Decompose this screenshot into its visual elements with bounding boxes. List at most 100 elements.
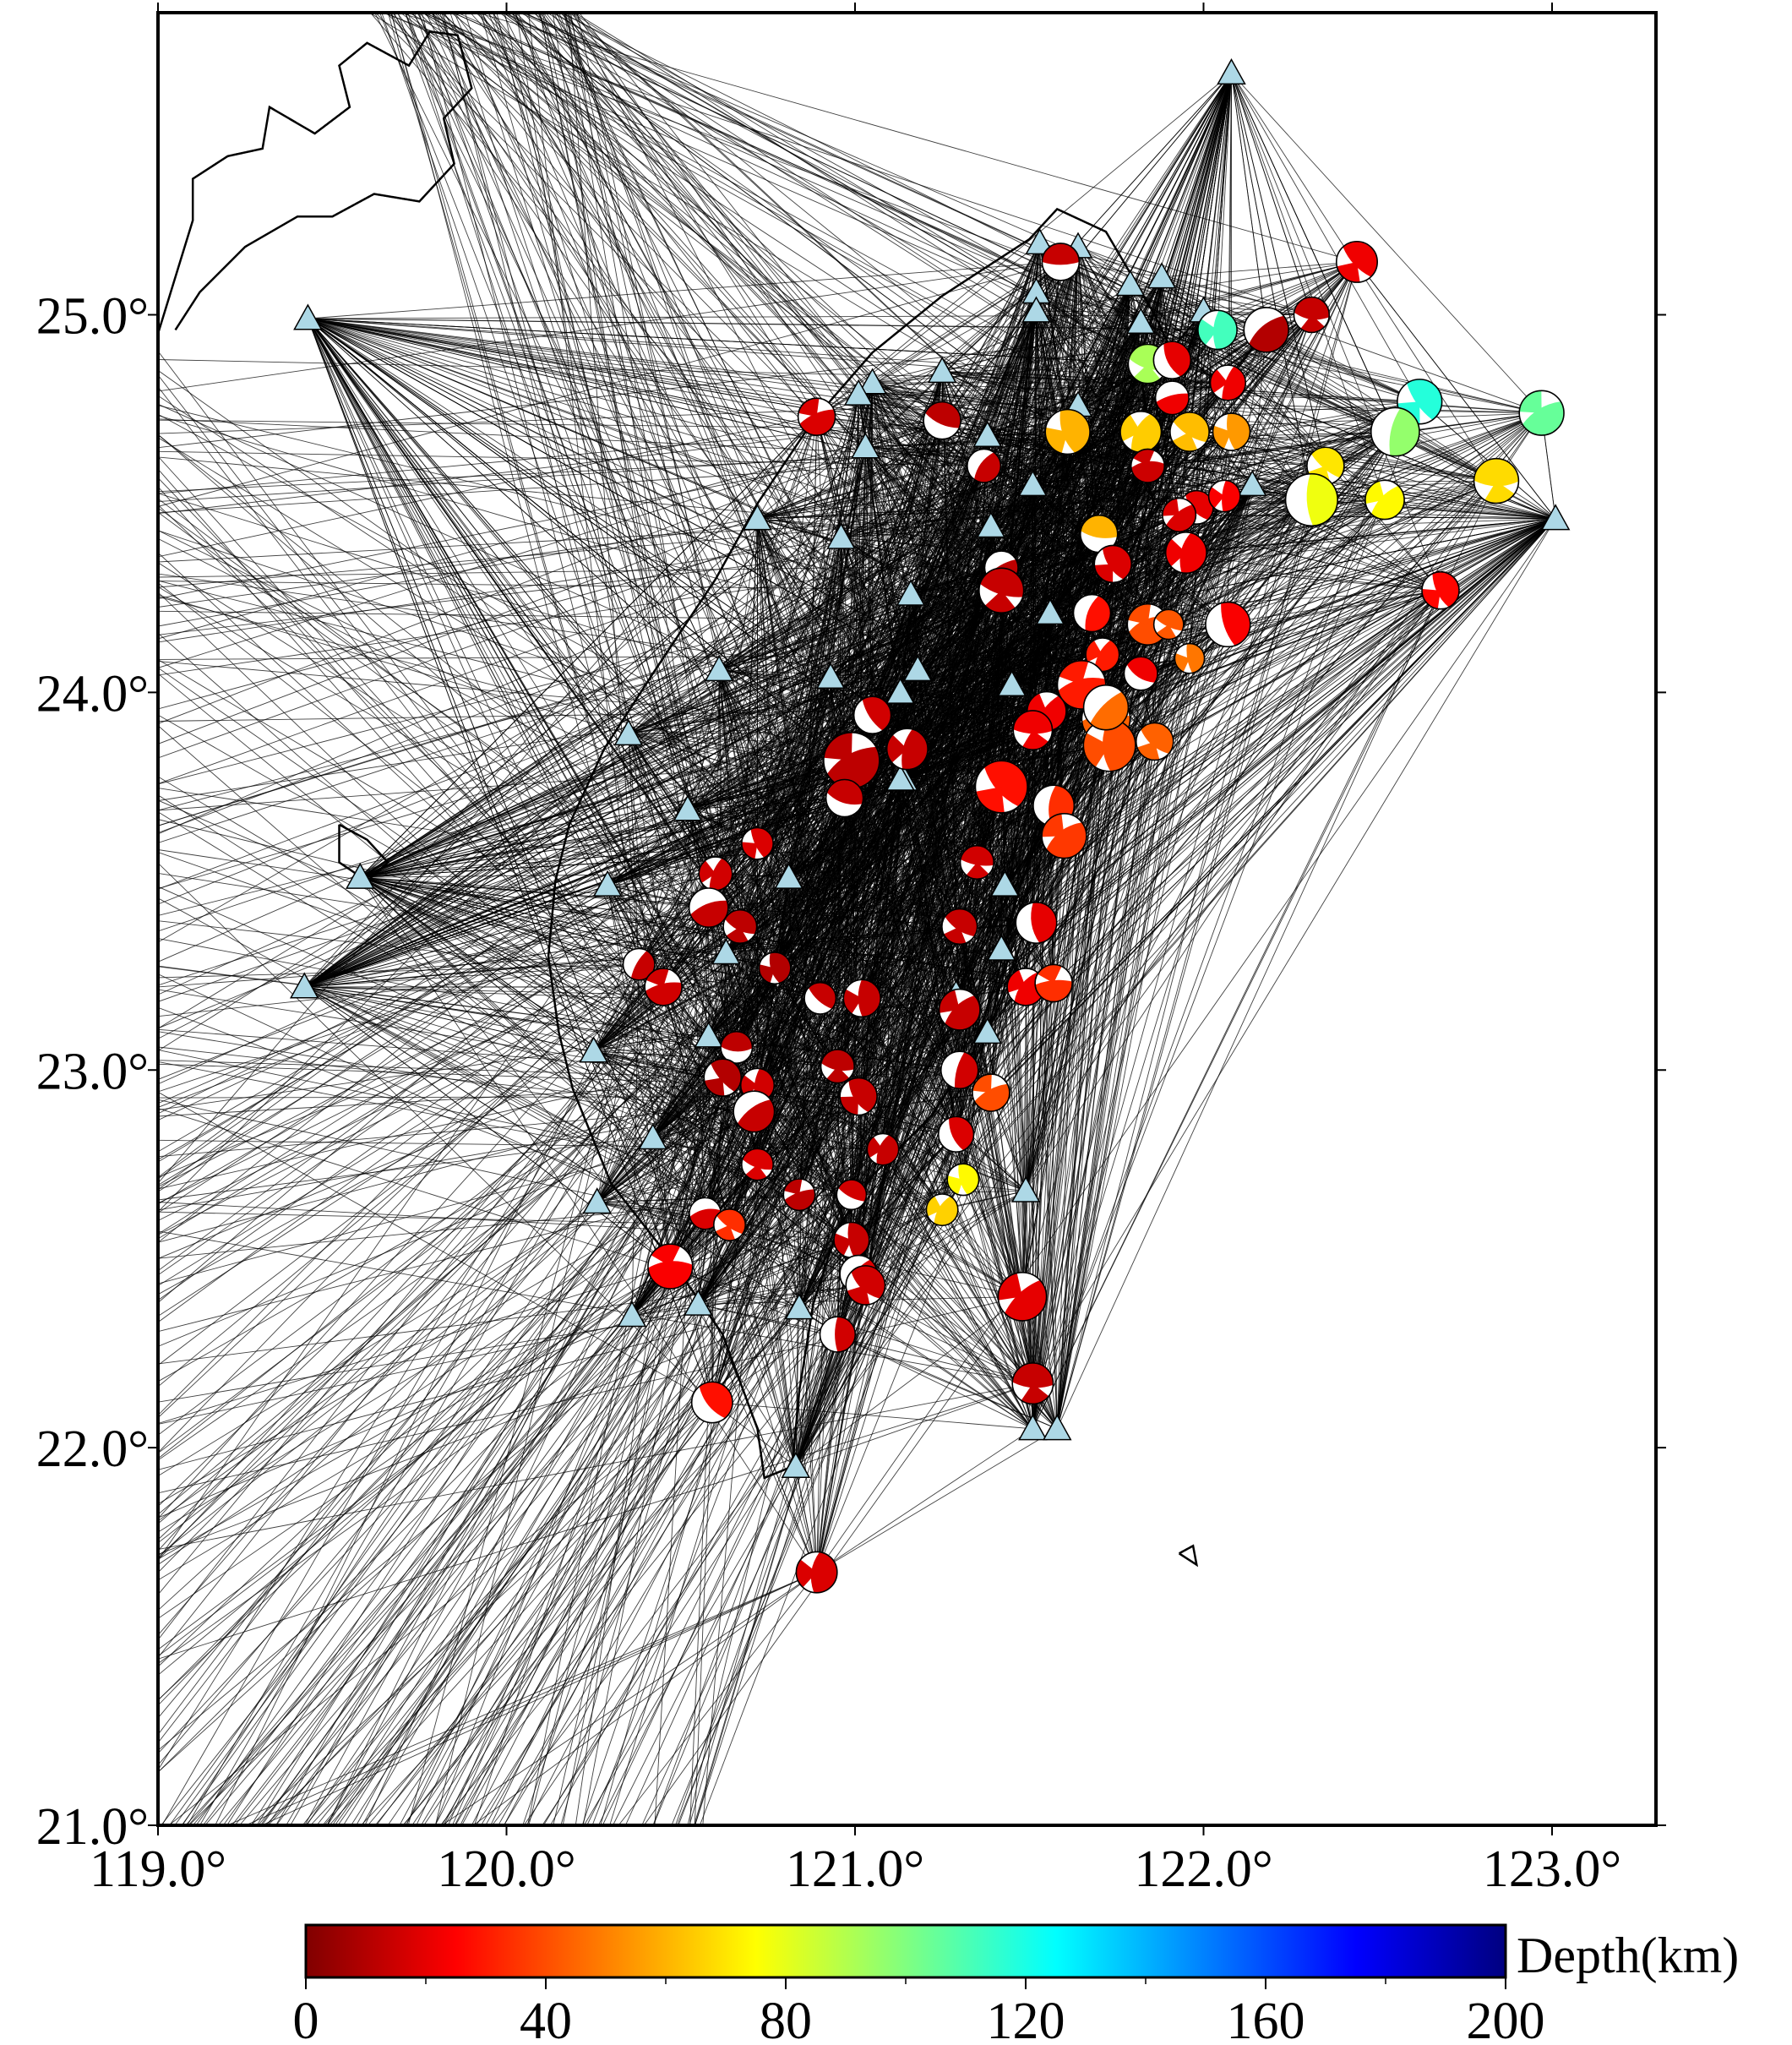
focal-mechanism bbox=[937, 1115, 975, 1153]
focal-mechanism bbox=[938, 988, 981, 1031]
station-triangle bbox=[885, 677, 915, 704]
depth-colorbar: Depth(km) 0 40 80 120 160 200 bbox=[293, 1923, 1739, 2045]
focal-mechanism bbox=[1473, 457, 1520, 504]
focal-mechanism bbox=[1082, 718, 1136, 772]
focal-mechanism bbox=[1072, 593, 1112, 633]
x-tick-label: 123.0° bbox=[1483, 1840, 1621, 1898]
focal-mechanism bbox=[1041, 243, 1081, 281]
focal-mechanism bbox=[941, 908, 978, 946]
focal-mechanism bbox=[1154, 380, 1190, 416]
colorbar-title: Depth(km) bbox=[1517, 1928, 1739, 1983]
coastline-segment bbox=[1178, 1544, 1199, 1568]
station-triangle bbox=[851, 432, 880, 459]
focal-mechanism bbox=[1212, 412, 1251, 451]
focal-mechanism bbox=[797, 397, 836, 436]
station-triangle bbox=[1021, 296, 1051, 323]
focal-mechanism bbox=[885, 728, 929, 771]
axis-ticks: 119.0° 120.0° 121.0° 122.0° 123.0° 21.0° 22.0°… bbox=[36, 3, 1666, 1898]
focal-mechanism bbox=[690, 1381, 733, 1424]
y-tick-label: 25.0° bbox=[36, 288, 149, 346]
focal-mechanism bbox=[997, 1271, 1048, 1322]
focal-mechanism bbox=[1518, 390, 1565, 436]
station-triangle bbox=[997, 669, 1027, 696]
station-triangle bbox=[592, 870, 623, 897]
focal-mechanism bbox=[644, 968, 683, 1006]
station-triangle bbox=[774, 862, 803, 889]
station-triangle bbox=[613, 718, 644, 746]
colorbar-tick-label: 160 bbox=[1227, 1993, 1305, 2045]
focal-mechanism bbox=[842, 979, 882, 1018]
focal-mechanism bbox=[1162, 497, 1197, 532]
focal-mechanism bbox=[1370, 406, 1420, 457]
focal-mechanism bbox=[825, 778, 864, 818]
focal-mechanism bbox=[1011, 1362, 1054, 1405]
station-triangle bbox=[990, 870, 1020, 897]
station-triangle bbox=[638, 1123, 668, 1150]
focal-mechanism bbox=[698, 856, 733, 892]
focal-mechanism bbox=[1174, 642, 1206, 674]
focal-mechanism bbox=[740, 826, 774, 860]
focal-mechanism bbox=[1284, 472, 1338, 527]
map-frame bbox=[156, 11, 1658, 1827]
colorbar-tick-label: 200 bbox=[1467, 1993, 1545, 2045]
station-triangle bbox=[885, 764, 915, 791]
x-tick-label: 122.0° bbox=[1134, 1840, 1272, 1898]
station-triangle bbox=[902, 655, 933, 682]
station-triangle bbox=[1217, 57, 1246, 85]
station-triangle bbox=[1147, 262, 1177, 289]
station-triangle bbox=[743, 504, 772, 531]
focal-mechanism bbox=[1152, 608, 1185, 641]
station-triangle bbox=[1018, 470, 1048, 497]
station-triangle bbox=[815, 662, 846, 690]
station-triangle bbox=[582, 1187, 613, 1214]
station-triangle bbox=[1025, 228, 1054, 255]
station-triangle bbox=[1540, 504, 1571, 531]
station-triangle bbox=[986, 934, 1016, 961]
focal-mechanism bbox=[959, 844, 994, 881]
station-triangle bbox=[289, 972, 319, 999]
station-triangle bbox=[1115, 270, 1146, 297]
focal-mechanism bbox=[836, 1179, 868, 1211]
focal-mechanism bbox=[1082, 684, 1130, 731]
station-triangle bbox=[784, 1293, 814, 1320]
focal-mechanisms bbox=[622, 240, 1565, 1594]
colorbar-ticks: 0 40 80 120 160 200 bbox=[293, 1977, 1545, 2045]
station-triangle bbox=[1237, 470, 1267, 497]
x-tick-label: 119.0° bbox=[90, 1840, 226, 1898]
colorbar-tick-label: 0 bbox=[293, 1993, 319, 2045]
focal-mechanism bbox=[823, 732, 880, 789]
focal-mechanism bbox=[733, 1090, 776, 1133]
station-triangle bbox=[843, 379, 874, 406]
focal-mechanism bbox=[688, 887, 729, 928]
focal-mechanism bbox=[820, 1049, 855, 1084]
focal-mechanism bbox=[1243, 307, 1289, 353]
y-tick-label: 24.0° bbox=[36, 665, 149, 723]
focal-mechanism bbox=[1093, 544, 1133, 584]
focal-mechanism bbox=[1364, 479, 1405, 521]
focal-mechanism bbox=[923, 401, 961, 440]
y-tick-label: 23.0° bbox=[36, 1043, 149, 1100]
x-tick-label: 121.0° bbox=[786, 1840, 924, 1898]
focal-mechanism bbox=[940, 1050, 979, 1090]
focal-mechanism bbox=[703, 1058, 743, 1097]
colorbar-bar bbox=[304, 1923, 1507, 1979]
station-triangle bbox=[293, 303, 323, 330]
station-triangle bbox=[927, 356, 957, 384]
focal-mechanism bbox=[1209, 364, 1247, 401]
focal-mechanism bbox=[925, 1193, 959, 1227]
station-triangle bbox=[1035, 597, 1065, 625]
focal-mechanism bbox=[722, 908, 758, 945]
focal-mechanism bbox=[1015, 901, 1058, 944]
station-triangle bbox=[1010, 1175, 1041, 1202]
focal-mechanism bbox=[647, 1243, 694, 1290]
focal-mechanism bbox=[819, 1316, 857, 1353]
focal-mechanism bbox=[967, 448, 1002, 483]
station-triangle bbox=[345, 862, 375, 889]
station-triangle bbox=[976, 511, 1006, 538]
station-triangle bbox=[1042, 1414, 1072, 1441]
focal-mechanism bbox=[833, 1221, 870, 1259]
focal-mechanism bbox=[622, 947, 656, 981]
focal-mechanism bbox=[1421, 570, 1460, 610]
focal-mechanism bbox=[689, 1197, 722, 1230]
focal-mechanism bbox=[972, 1073, 1010, 1112]
